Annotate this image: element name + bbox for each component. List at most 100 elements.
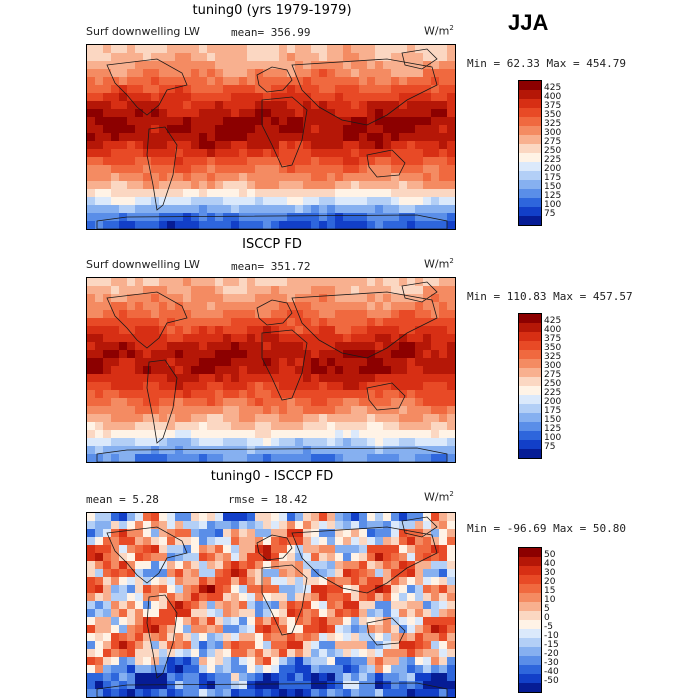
heatmap-cell	[359, 374, 368, 383]
heatmap-cell	[311, 173, 320, 182]
heatmap-cell	[143, 181, 152, 190]
heatmap-cell	[143, 513, 152, 522]
heatmap-cell	[383, 593, 392, 602]
colorbar-swatch	[519, 674, 541, 683]
heatmap-cell	[367, 334, 376, 343]
heatmap-cell	[175, 390, 184, 399]
panel-2-variable-label: Surf downwelling LW	[86, 258, 200, 271]
heatmap-cell	[199, 310, 208, 319]
heatmap-cell	[167, 310, 176, 319]
heatmap-cell	[311, 633, 320, 642]
heatmap-cell	[303, 61, 312, 70]
heatmap-cell	[311, 553, 320, 562]
heatmap-cell	[119, 649, 128, 658]
heatmap-cell	[399, 609, 408, 618]
heatmap-cell	[447, 665, 455, 674]
heatmap-cell	[303, 165, 312, 174]
heatmap-cell	[367, 358, 376, 367]
heatmap-cell	[439, 85, 448, 94]
heatmap-cell	[367, 302, 376, 311]
heatmap-cell	[103, 577, 112, 586]
heatmap-cell	[415, 149, 424, 158]
heatmap-cell	[239, 601, 248, 610]
heatmap-cell	[359, 593, 368, 602]
heatmap-cell	[87, 286, 96, 295]
heatmap-cell	[263, 601, 272, 610]
heatmap-cell	[231, 318, 240, 327]
heatmap-cell	[167, 545, 176, 554]
heatmap-cell	[311, 133, 320, 142]
heatmap-cell	[367, 513, 376, 522]
heatmap-cell	[151, 673, 160, 682]
heatmap-cell	[415, 553, 424, 562]
heatmap-cell	[239, 545, 248, 554]
heatmap-cell	[295, 350, 304, 359]
heatmap-cell	[87, 125, 96, 134]
heatmap-cell	[367, 157, 376, 166]
heatmap-cell	[223, 93, 232, 102]
heatmap-cell	[183, 398, 192, 407]
heatmap-cell	[231, 310, 240, 319]
heatmap-cell	[239, 286, 248, 295]
heatmap-cell	[279, 157, 288, 166]
heatmap-cell	[143, 294, 152, 303]
heatmap-cell	[215, 633, 224, 642]
heatmap-cell	[375, 553, 384, 562]
heatmap-cell	[167, 374, 176, 383]
heatmap-cell	[175, 366, 184, 375]
heatmap-cell	[167, 382, 176, 391]
heatmap-cell	[335, 609, 344, 618]
heatmap-cell	[335, 205, 344, 214]
heatmap-cell	[199, 374, 208, 383]
heatmap-cell	[287, 625, 296, 634]
heatmap-cell	[447, 278, 455, 287]
heatmap-cell	[423, 521, 432, 530]
heatmap-cell	[415, 446, 424, 455]
heatmap-cell	[319, 649, 328, 658]
heatmap-cell	[255, 342, 264, 351]
heatmap-cell	[343, 529, 352, 538]
heatmap-cell	[207, 205, 216, 214]
heatmap-cell	[223, 633, 232, 642]
heatmap-cell	[271, 446, 280, 455]
heatmap-cell	[223, 77, 232, 86]
heatmap-cell	[367, 414, 376, 423]
heatmap-cell	[327, 633, 336, 642]
heatmap-cell	[239, 390, 248, 399]
heatmap-cell	[335, 342, 344, 351]
heatmap-cell	[295, 593, 304, 602]
heatmap-cell	[327, 382, 336, 391]
heatmap-cell	[415, 197, 424, 206]
heatmap-cell	[231, 593, 240, 602]
heatmap-cell	[391, 85, 400, 94]
heatmap-cell	[183, 101, 192, 110]
heatmap-cell	[175, 625, 184, 634]
heatmap-cell	[159, 430, 168, 439]
heatmap-cell	[143, 205, 152, 214]
heatmap-cell	[343, 61, 352, 70]
heatmap-cell	[199, 406, 208, 415]
heatmap-cell	[375, 641, 384, 650]
heatmap-cell	[271, 221, 280, 229]
heatmap-cell	[311, 93, 320, 102]
heatmap-cell	[263, 569, 272, 578]
heatmap-cell	[215, 641, 224, 650]
panel-2-colorbar	[518, 313, 542, 459]
heatmap-cell	[287, 689, 296, 697]
heatmap-cell	[359, 141, 368, 150]
heatmap-cell	[255, 625, 264, 634]
heatmap-cell	[431, 657, 440, 666]
heatmap-cell	[119, 326, 128, 335]
heatmap-cell	[239, 213, 248, 222]
heatmap-cell	[103, 326, 112, 335]
heatmap-cell	[215, 53, 224, 62]
heatmap-cell	[239, 326, 248, 335]
heatmap-cell	[447, 342, 455, 351]
heatmap-cell	[223, 673, 232, 682]
heatmap-cell	[279, 529, 288, 538]
heatmap-cell	[223, 342, 232, 351]
heatmap-cell	[223, 529, 232, 538]
heatmap-cell	[247, 165, 256, 174]
heatmap-cell	[135, 617, 144, 626]
heatmap-cell	[159, 189, 168, 198]
